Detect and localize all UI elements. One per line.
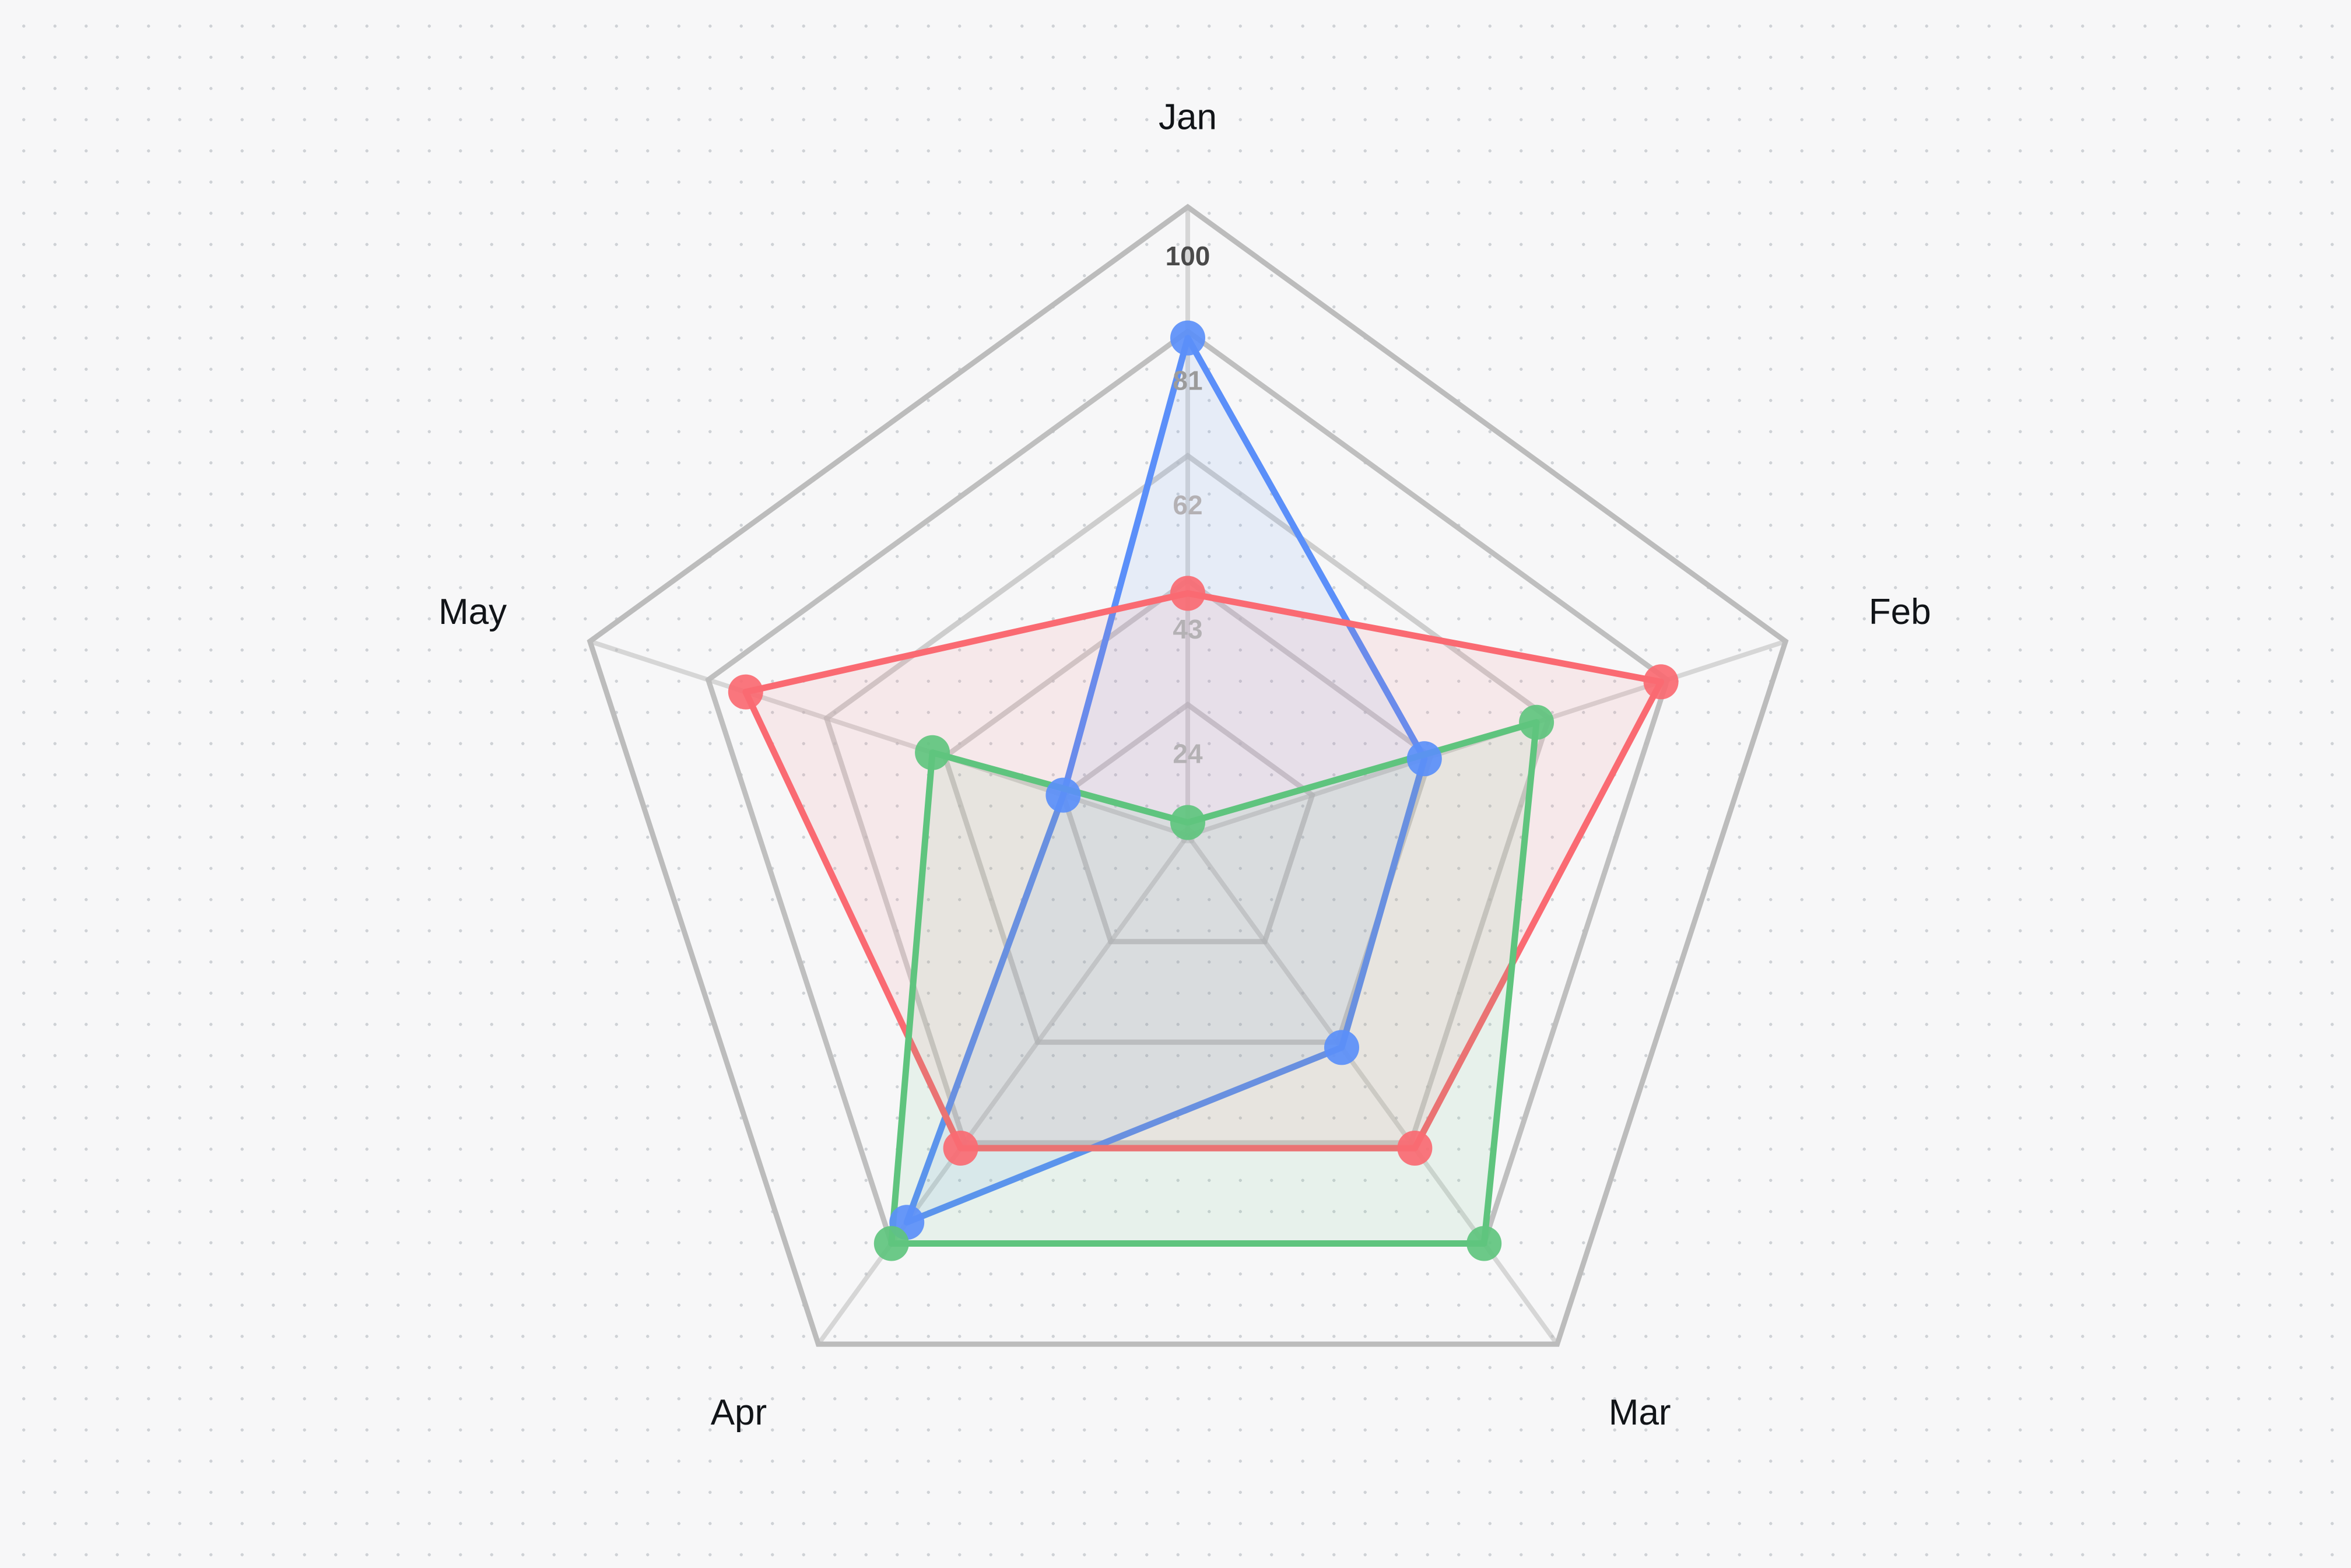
axis-spoke bbox=[816, 834, 1190, 1346]
category-axis-label-mar: Mar bbox=[1609, 1392, 1671, 1433]
data-point[interactable] bbox=[1170, 576, 1205, 611]
radial-tick-label: 81 bbox=[1173, 366, 1202, 396]
radial-tick-label: 24 bbox=[1173, 739, 1203, 769]
radial-tick-label: 62 bbox=[1173, 490, 1202, 520]
axis-spoke bbox=[1185, 834, 1559, 1346]
grid-ring bbox=[587, 204, 1789, 1347]
series-area bbox=[888, 719, 1540, 1247]
data-point[interactable] bbox=[728, 674, 763, 710]
axis-spoke bbox=[589, 639, 1189, 838]
axis-spokes-layer bbox=[589, 207, 1787, 1346]
data-point[interactable] bbox=[1045, 777, 1081, 813]
category-axis-labels: Jan Feb Mar Apr May bbox=[438, 97, 1931, 1433]
data-points-layer bbox=[728, 320, 1679, 1261]
data-point[interactable] bbox=[943, 1131, 978, 1166]
radial-tick-label: 100 bbox=[1166, 241, 1210, 271]
data-point[interactable] bbox=[873, 1226, 909, 1261]
data-point[interactable] bbox=[1324, 1030, 1359, 1065]
data-point[interactable] bbox=[1170, 805, 1205, 840]
data-point[interactable] bbox=[915, 735, 950, 770]
data-point[interactable] bbox=[1406, 741, 1442, 777]
data-point[interactable] bbox=[1170, 320, 1205, 356]
grid-ring bbox=[942, 577, 1434, 1045]
category-axis-label-jan: Jan bbox=[1159, 97, 1217, 137]
category-axis-label-feb: Feb bbox=[1869, 592, 1931, 632]
data-point[interactable] bbox=[1519, 704, 1555, 740]
data-point[interactable] bbox=[1643, 664, 1679, 700]
grid-ring bbox=[1060, 701, 1315, 945]
radial-tick-label: 43 bbox=[1173, 614, 1202, 644]
data-series-layer bbox=[742, 335, 1665, 1247]
category-axis-label-may: May bbox=[438, 592, 507, 632]
series-area bbox=[742, 590, 1665, 1152]
grid-ring bbox=[823, 452, 1552, 1146]
radial-tick-labels: 100 81 62 43 24 bbox=[1166, 241, 1210, 769]
series-area bbox=[903, 335, 1428, 1226]
category-axis-label-apr: Apr bbox=[711, 1392, 767, 1433]
data-point[interactable] bbox=[1466, 1226, 1502, 1261]
data-point[interactable] bbox=[1397, 1131, 1433, 1166]
